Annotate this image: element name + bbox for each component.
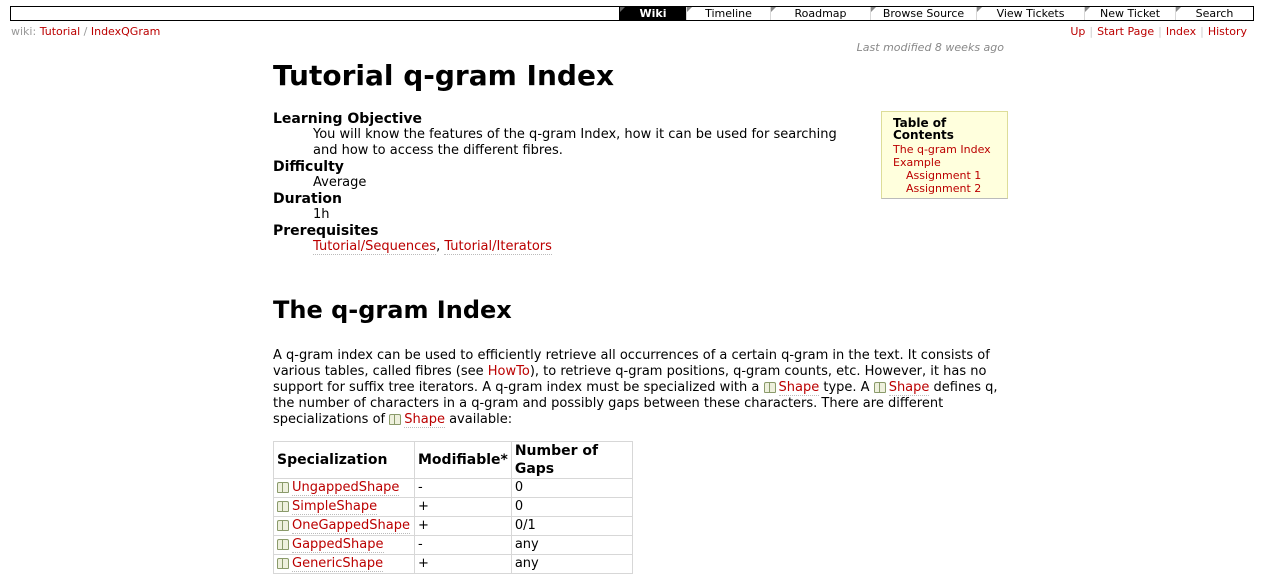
- info-desc-difficulty: Average: [313, 175, 367, 190]
- shape-link[interactable]: Shape: [778, 380, 820, 396]
- table-row: GenericShape + any: [273, 554, 633, 574]
- para-text-1: A q-gram index can be used to efficientl…: [273, 348, 990, 379]
- wiki-content: Tutorial q-gram Index Learning Objective…: [273, 56, 1008, 574]
- shape-link[interactable]: Shape: [404, 412, 445, 428]
- col-specialization: Specialization: [273, 441, 415, 479]
- info-desc-learning-objective: You will know the features of the q-gram…: [313, 127, 837, 158]
- info-term-prerequisites: Prerequisites: [273, 223, 379, 239]
- shape-type-link[interactable]: SimpleShape: [292, 499, 378, 515]
- table-cell: 0: [510, 478, 633, 498]
- ctxtnav-history[interactable]: History: [1207, 25, 1247, 38]
- nav-browse-source[interactable]: Browse Source: [870, 7, 976, 20]
- table-cell: 0/1: [510, 516, 633, 536]
- shape-type-link[interactable]: OneGappedShape: [292, 518, 410, 534]
- table-cell: +: [414, 516, 512, 536]
- nav-new-ticket[interactable]: New Ticket: [1084, 7, 1175, 20]
- info-desc-prerequisites: Tutorial/Sequences, Tutorial/Iterators: [313, 239, 860, 255]
- context-navigation: Up | Start Page | Index | History: [1070, 25, 1247, 38]
- info-term-difficulty: Difficulty: [273, 159, 344, 175]
- col-modifiable: Modifiable*: [414, 441, 512, 479]
- toc-link-assignment-1[interactable]: Assignment 1: [906, 169, 982, 182]
- book-icon: [389, 414, 402, 425]
- table-cell: -: [414, 478, 512, 498]
- book-icon: [873, 382, 886, 393]
- table-cell: any: [510, 535, 633, 555]
- book-icon: [277, 482, 289, 493]
- para-text-4: defines q, the number of characters in a…: [273, 380, 998, 427]
- shape-type-link[interactable]: UngappedShape: [292, 480, 400, 496]
- table-cell: GenericShape: [273, 554, 415, 574]
- table-cell: OneGappedShape: [273, 516, 415, 536]
- specialization-table: Specialization Modifiable* Number of Gap…: [273, 441, 633, 574]
- section-title: The q-gram Index: [273, 296, 512, 324]
- table-cell: 0: [510, 497, 633, 517]
- prereq-separator: ,: [436, 239, 445, 254]
- ctxtnav-start-page[interactable]: Start Page: [1097, 25, 1155, 38]
- book-icon: [277, 558, 289, 569]
- breadcrumb-tutorial[interactable]: Tutorial: [39, 25, 81, 38]
- breadcrumb-indexqgram[interactable]: IndexQGram: [90, 25, 161, 38]
- toc-heading: Table of Contents: [893, 116, 954, 142]
- book-icon: [277, 539, 289, 550]
- breadcrumb: wiki: Tutorial / IndexQGram: [11, 25, 160, 39]
- toc-link-assignment-2[interactable]: Assignment 2: [906, 182, 982, 195]
- table-row: OneGappedShape + 0/1: [273, 516, 633, 536]
- nav-view-tickets[interactable]: View Tickets: [976, 7, 1084, 20]
- table-cell: +: [414, 554, 512, 574]
- shape-link[interactable]: Shape: [888, 380, 930, 396]
- toc-link-example[interactable]: Example: [893, 156, 941, 169]
- howto-link[interactable]: HowTo: [487, 364, 530, 379]
- page-title: Tutorial q-gram Index: [273, 59, 615, 92]
- nav-roadmap[interactable]: Roadmap: [770, 7, 870, 20]
- main-navigation: Wiki Timeline Roadmap Browse Source View…: [10, 6, 1254, 21]
- table-cell: UngappedShape: [273, 478, 415, 498]
- nav-search[interactable]: Search: [1175, 7, 1253, 20]
- table-row: GappedShape - any: [273, 535, 633, 555]
- table-cell: any: [510, 554, 633, 574]
- breadcrumb-prefix: wiki:: [11, 25, 37, 38]
- para-text-5: available:: [444, 412, 513, 427]
- table-header-row: Specialization Modifiable* Number of Gap…: [273, 441, 633, 479]
- shape-type-link[interactable]: GenericShape: [292, 556, 384, 572]
- ctxtnav-up[interactable]: Up: [1070, 25, 1086, 38]
- nav-timeline[interactable]: Timeline: [686, 7, 770, 20]
- last-modified[interactable]: Last modified 8 weeks ago: [856, 41, 1004, 54]
- book-icon: [277, 520, 289, 531]
- info-term-duration: Duration: [273, 191, 343, 207]
- tutorial-info: Learning Objective You will know the fea…: [273, 111, 860, 255]
- table-row: SimpleShape + 0: [273, 497, 633, 517]
- book-icon: [763, 382, 776, 393]
- table-cell: -: [414, 535, 512, 555]
- info-term-learning-objective: Learning Objective: [273, 111, 423, 127]
- shape-type-link[interactable]: GappedShape: [292, 537, 384, 553]
- col-number-of-gaps: Number of Gaps: [510, 441, 633, 479]
- nav-wiki[interactable]: Wiki: [619, 7, 686, 20]
- table-cell: SimpleShape: [273, 497, 415, 517]
- table-cell: GappedShape: [273, 535, 415, 555]
- table-cell: +: [414, 497, 512, 517]
- section-paragraph: A q-gram index can be used to efficientl…: [273, 348, 1008, 428]
- toc-link-qgram-index[interactable]: The q-gram Index: [893, 143, 991, 156]
- table-of-contents: Table of Contents The q-gram Index Examp…: [881, 111, 1008, 199]
- para-text-2: ), to retrieve q-gram positions, q-gram …: [273, 364, 987, 395]
- para-text-3: type. A: [819, 380, 874, 395]
- ctxtnav-index[interactable]: Index: [1165, 25, 1197, 38]
- table-row: UngappedShape - 0: [273, 478, 633, 498]
- info-desc-duration: 1h: [313, 207, 330, 222]
- breadcrumb-separator: /: [83, 25, 88, 38]
- prereq-link-sequences[interactable]: Tutorial/Sequences: [313, 239, 437, 255]
- book-icon: [277, 501, 289, 512]
- prereq-link-iterators[interactable]: Tutorial/Iterators: [444, 239, 552, 255]
